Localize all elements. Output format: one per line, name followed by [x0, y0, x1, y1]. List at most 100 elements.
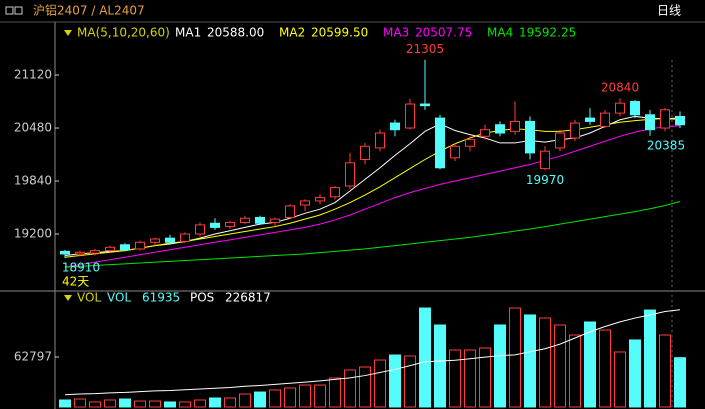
candle-body: [180, 233, 190, 242]
ma-line: [64, 201, 681, 268]
candle-body: [300, 200, 310, 206]
span-label: 42天: [62, 275, 89, 289]
candle-body: [375, 132, 385, 149]
legend-name: MA3: [383, 26, 409, 40]
volume-bar: [149, 400, 161, 408]
volume-bar: [644, 309, 656, 408]
candle-body: [60, 250, 70, 255]
volume-bar: [389, 354, 401, 408]
volume-bar: [209, 397, 221, 408]
legend-name: MA1: [175, 26, 201, 40]
volume-bar: [674, 357, 686, 408]
candle-body: [75, 251, 85, 255]
candle-body: [120, 244, 130, 251]
y-tick-label: 62797: [14, 350, 52, 364]
volume-bar: [614, 351, 626, 408]
volume-bar: [479, 347, 491, 408]
candle-body: [570, 122, 580, 139]
candle-body: [555, 132, 565, 149]
volume-bar: [119, 398, 131, 408]
candle-body: [585, 117, 595, 122]
candle-body: [600, 112, 610, 127]
volume-bar: [269, 389, 281, 408]
volume-bar: [284, 387, 296, 408]
candle-body: [540, 150, 550, 170]
candle-body: [255, 216, 265, 224]
candle-body: [465, 139, 475, 147]
volume-bar: [569, 334, 581, 408]
legend-toggle[interactable]: [64, 295, 72, 301]
volume-bar: [359, 366, 371, 408]
volume-bar: [539, 317, 551, 408]
volume-bar: [299, 384, 311, 408]
volume-bar: [584, 321, 596, 408]
ma-line: [64, 125, 681, 268]
extreme-label: 20385: [647, 138, 685, 152]
volume-bar: [404, 355, 416, 408]
period-selector[interactable]: 日线: [657, 4, 681, 18]
candle-body: [150, 238, 160, 243]
candle-body: [270, 218, 280, 223]
candle-body: [645, 114, 655, 131]
candle-body: [450, 145, 460, 159]
candle-body: [435, 117, 445, 169]
legend-toggle[interactable]: [64, 30, 72, 36]
pos-line: [64, 309, 681, 396]
candle-body: [315, 197, 325, 202]
volume-bar: [194, 399, 206, 408]
extreme-label: 21305: [406, 42, 444, 56]
candle-body: [165, 237, 175, 243]
volume-bar: [89, 401, 101, 408]
volume-bar: [224, 397, 236, 408]
legend-name: MA4: [487, 26, 513, 40]
volume-bar: [524, 314, 536, 408]
candle-body: [510, 120, 520, 132]
volume-bar: [659, 334, 671, 408]
volume-bar: [419, 307, 431, 408]
candle-body: [420, 103, 430, 107]
volume-bar: [239, 393, 251, 408]
y-tick-label: 19840: [14, 174, 52, 188]
candle-body: [405, 103, 415, 129]
volume-bar: [74, 398, 86, 408]
y-tick-label: 19200: [14, 227, 52, 241]
instrument-title: 沪铝2407 / AL2407: [33, 3, 145, 18]
candle-body: [675, 115, 685, 126]
legend-value: 20507.75: [415, 26, 472, 40]
legend-value: 61935: [142, 291, 180, 305]
candle-body: [90, 250, 100, 254]
y-tick-label: 20480: [14, 121, 52, 135]
volume-bar: [464, 349, 476, 408]
volume-bar: [374, 359, 386, 408]
candle-body: [225, 221, 235, 228]
candle-body: [660, 109, 670, 129]
volume-bar: [179, 401, 191, 408]
legend-value: 226817: [225, 291, 271, 305]
extreme-label: 19970: [526, 173, 564, 187]
volume-bar: [509, 307, 521, 408]
volume-bar: [134, 400, 146, 408]
candle-body: [330, 187, 340, 198]
candle-body: [495, 124, 505, 134]
indicator-label: MA(5,10,20,60): [77, 26, 170, 40]
volume-bar: [314, 384, 326, 408]
volume-bar: [254, 391, 266, 408]
volume-bar: [164, 401, 176, 408]
candle-body: [525, 120, 535, 154]
volume-bar: [554, 324, 566, 408]
legend-name: VOL: [107, 291, 131, 305]
candle-body: [195, 224, 205, 235]
menu-icon[interactable]: [5, 6, 23, 15]
volume-bar: [434, 324, 446, 408]
volume-bar: [59, 399, 71, 408]
volume-bar: [494, 324, 506, 408]
candle-body: [480, 129, 490, 137]
legend-name: MA2: [279, 26, 305, 40]
legend-value: 20599.50: [311, 26, 368, 40]
candle-body: [345, 162, 355, 187]
candle-body: [630, 101, 640, 116]
y-tick-label: 21120: [14, 68, 52, 82]
candle-body: [210, 222, 220, 228]
candle-body: [135, 241, 145, 250]
